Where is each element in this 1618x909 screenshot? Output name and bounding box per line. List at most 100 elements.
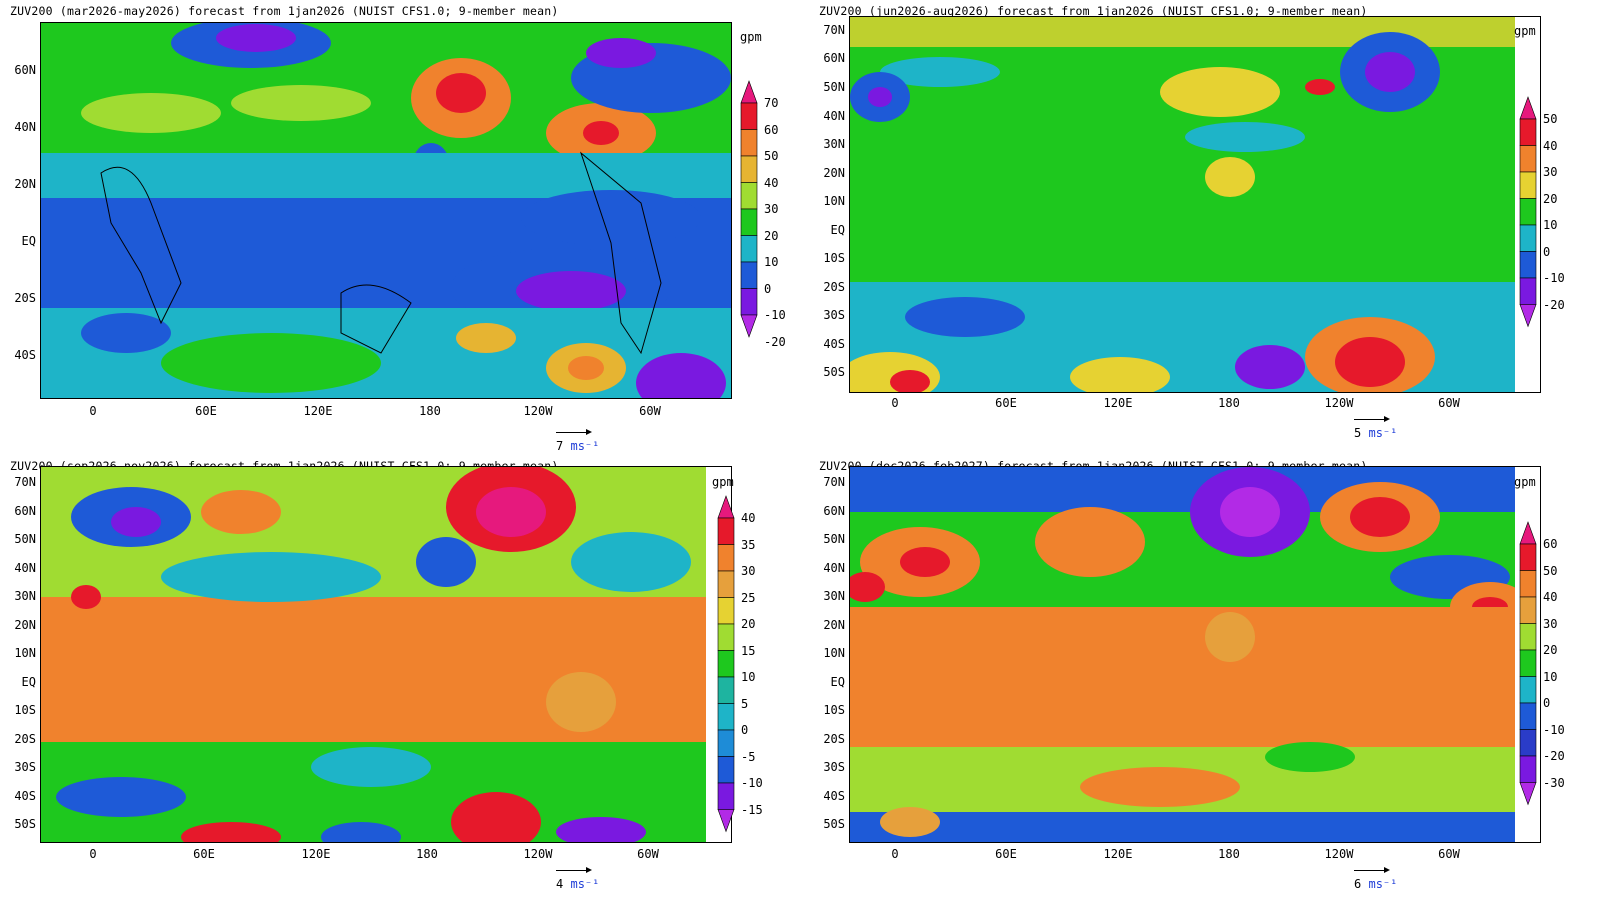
colorbar-swatch — [1519, 251, 1537, 279]
colorbar-swatch — [1519, 782, 1537, 806]
geopotential-wind-map — [850, 17, 1515, 392]
lon-label: 60E — [995, 396, 1017, 410]
colorbar-level-label: -10 — [741, 776, 763, 790]
lat-label: 20S — [14, 291, 36, 305]
colorbar-level-label: 20 — [764, 228, 779, 243]
lat-label: 60N — [823, 504, 845, 518]
colorbar-swatch — [1519, 304, 1537, 328]
lon-label: 60W — [637, 847, 659, 861]
colorbar-swatch — [1519, 596, 1537, 624]
vector-reference: 4 ms⁻¹ — [556, 863, 599, 891]
lon-label: 120E — [303, 404, 333, 418]
colorbar-level-label: 20 — [1543, 643, 1558, 657]
lat-label: 20S — [14, 732, 36, 746]
lon-label: 120W — [1324, 396, 1354, 410]
lon-label: 0 — [891, 396, 899, 410]
colorbar-swatch — [740, 208, 758, 236]
lat-label: 20N — [823, 166, 845, 180]
colorbar-swatch — [717, 650, 735, 678]
colorbar-swatch — [1519, 521, 1537, 545]
map-panel-mam: ZUV200 (mar2026-may2026) forecast from 1… — [0, 0, 809, 454]
lat-label: 50N — [823, 80, 845, 94]
lat-label: 40S — [14, 789, 36, 803]
lon-label: 0 — [89, 847, 97, 861]
colorbar-level-label: 10 — [764, 255, 779, 269]
colorbar-swatch — [717, 756, 735, 784]
colorbar-swatch — [717, 544, 735, 572]
reference-arrow-icon — [1354, 416, 1390, 422]
colorbar-level-label: -15 — [741, 802, 763, 817]
vector-ref-unit: ms⁻¹ — [1368, 426, 1398, 440]
colorbar-level-label: 40 — [741, 511, 756, 525]
colorbar: 70 60 50 40 30 20 10 0 -10 -20 — [740, 80, 800, 349]
colorbar-swatch — [740, 235, 758, 263]
unit-label: gpm — [740, 30, 762, 44]
lon-label: 120W — [1324, 847, 1354, 861]
geopotential-wind-map — [41, 467, 706, 842]
lat-label: 70N — [823, 23, 845, 37]
lat-label: 50S — [823, 365, 845, 379]
lat-label: 40N — [823, 109, 845, 123]
lat-label: 10N — [823, 194, 845, 208]
colorbar-level-label: 20 — [741, 617, 756, 631]
colorbar-swatch — [1519, 145, 1537, 173]
colorbar: 60 50 40 30 20 10 0 -10 -20 -30 — [1519, 521, 1579, 810]
map-area — [40, 22, 732, 399]
geopotential-wind-map — [850, 467, 1515, 842]
colorbar-swatch — [717, 570, 735, 598]
colorbar-level-label: -10 — [1543, 722, 1565, 737]
lat-label: 50S — [823, 817, 845, 831]
colorbar-swatch — [1519, 118, 1537, 146]
lon-label: 120E — [1103, 396, 1133, 410]
lon-label: 60E — [995, 847, 1017, 861]
lat-label: 20N — [14, 618, 36, 632]
colorbar-swatch — [1519, 729, 1537, 757]
vector-ref-unit: ms⁻¹ — [570, 439, 600, 453]
colorbar: 50 40 30 20 10 0 -10 -20 — [1519, 96, 1579, 332]
lat-label: 30S — [823, 308, 845, 322]
colorbar-level-label: 50 — [1543, 563, 1558, 578]
colorbar-graphic — [1519, 96, 1537, 328]
colorbar-level-label: 5 — [741, 696, 749, 711]
colorbar-swatch — [717, 517, 735, 545]
colorbar-level-label: 30 — [1543, 165, 1558, 179]
reference-arrow-icon — [556, 429, 592, 435]
vector-ref-unit: ms⁻¹ — [1368, 877, 1398, 891]
colorbar-swatch — [1519, 570, 1537, 598]
colorbar-level-label: -20 — [1543, 749, 1565, 763]
colorbar-swatch — [717, 597, 735, 625]
colorbar-level-label: 40 — [1543, 138, 1558, 153]
colorbar-level-label: 35 — [741, 537, 756, 552]
colorbar-swatch — [740, 261, 758, 289]
unit-label: gpm — [712, 475, 734, 489]
panel-title: ZUV200 (jun2026-aug2026) forecast from 1… — [819, 4, 1368, 18]
lat-label: EQ — [21, 675, 36, 689]
map-panel-jja: ZUV200 (jun2026-aug2026) forecast from 1… — [809, 0, 1618, 454]
colorbar-level-label: 50 — [764, 149, 779, 163]
lat-label: 40N — [14, 120, 36, 134]
colorbar-level-label: 0 — [764, 281, 772, 296]
lat-label: 50N — [823, 532, 845, 546]
geopotential-wind-map — [41, 23, 731, 398]
colorbar-level-label: 70 — [764, 96, 779, 110]
lat-label: EQ — [830, 675, 845, 689]
lat-label: 60N — [14, 63, 36, 77]
lat-label: 50S — [14, 817, 36, 831]
colorbar-swatch — [1519, 702, 1537, 730]
map-area — [40, 466, 732, 843]
vector-ref-value: 7 — [556, 439, 564, 453]
map-area — [849, 16, 1541, 393]
lon-label: 0 — [89, 404, 97, 418]
colorbar-swatch — [1519, 171, 1537, 199]
lat-label: 30N — [14, 589, 36, 603]
colorbar-level-label: 50 — [1543, 112, 1558, 126]
colorbar-level-label: 60 — [1543, 537, 1558, 551]
colorbar-graphic — [1519, 521, 1537, 806]
colorbar-level-label: 0 — [741, 723, 749, 737]
vector-ref-unit: ms⁻¹ — [570, 877, 600, 891]
map-panel-djf: ZUV200 (dec2026-feb2027) forecast from 1… — [809, 455, 1618, 909]
colorbar-swatch — [717, 809, 735, 833]
lon-label: 180 — [416, 847, 438, 861]
lat-label: 10S — [14, 703, 36, 717]
panel-title: ZUV200 (mar2026-may2026) forecast from 1… — [10, 4, 559, 18]
